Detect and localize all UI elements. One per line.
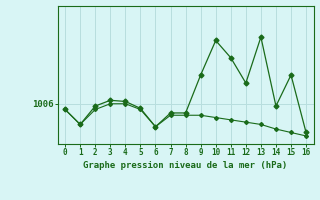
X-axis label: Graphe pression niveau de la mer (hPa): Graphe pression niveau de la mer (hPa)	[84, 161, 288, 170]
